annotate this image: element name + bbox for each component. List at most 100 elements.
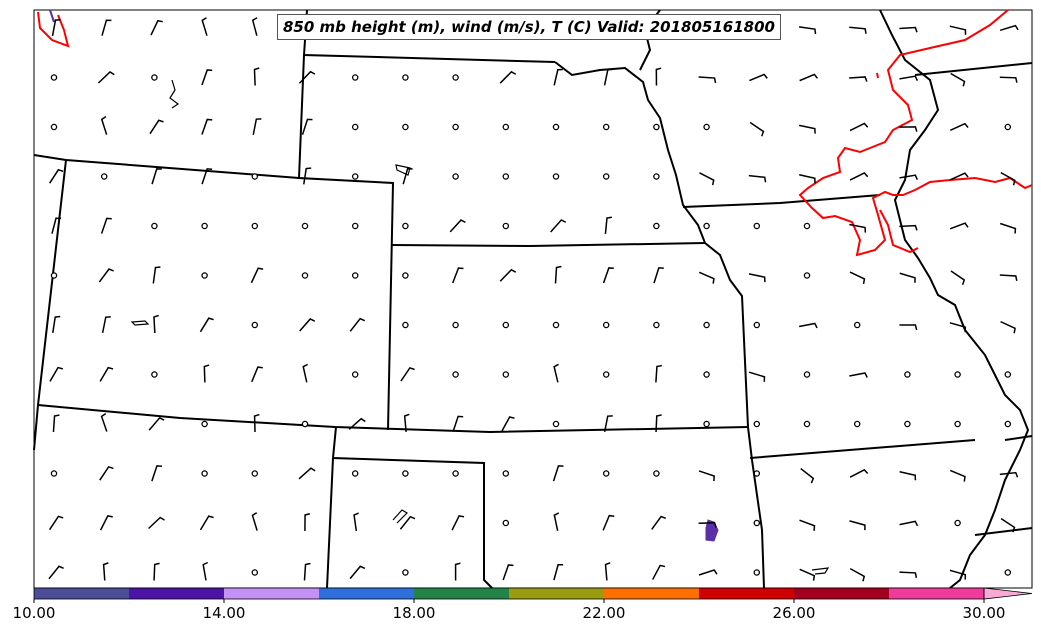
wind-barb-icon: [203, 364, 210, 383]
wind-barb-icon: [553, 363, 559, 383]
wind-barb-icon: [651, 564, 666, 580]
calm-circle-icon: [552, 123, 560, 131]
calm-circle-icon: [602, 321, 610, 329]
wind-barb-icon: [148, 416, 165, 431]
calm-circle-icon: [402, 569, 409, 576]
wind-barb-icon: [799, 124, 816, 134]
colorbar-segment: [509, 588, 605, 599]
calm-circle-icon: [602, 470, 610, 477]
calm-circle-icon: [151, 371, 158, 378]
wind-barb-icon: [51, 19, 61, 36]
colorbar-segment: [224, 588, 320, 599]
calm-circle-icon: [653, 222, 660, 230]
calm-circle-icon: [351, 173, 359, 180]
wind-barb-icon: [499, 70, 517, 84]
wind-barb-icon: [550, 219, 567, 233]
colorbar-segment: [699, 588, 795, 599]
wind-barb-icon: [454, 562, 461, 581]
colorbar-segment: [889, 588, 985, 599]
calm-circle-icon: [452, 74, 459, 81]
wind-barb-icon: [799, 519, 816, 531]
colorbar-tick-label: 10.00: [12, 604, 56, 622]
border-line: [749, 439, 976, 459]
calm-circle-icon: [853, 420, 861, 428]
wind-barb-icon: [52, 315, 61, 334]
map-frame: [33, 9, 1033, 589]
wind-barb-icon: [999, 471, 1019, 478]
wind-barb-icon: [403, 413, 410, 433]
calm-circle-icon: [201, 272, 208, 279]
wind-barb-icon: [554, 265, 562, 284]
wind-barb-icon: [899, 174, 919, 181]
wind-barb-icon: [748, 371, 766, 382]
wind-barb-icon: [201, 118, 213, 135]
wind-barb-icon: [148, 516, 165, 530]
calm-circle-icon: [1004, 420, 1012, 428]
wind-barb-icon: [251, 366, 263, 383]
calm-circle-icon: [251, 470, 259, 477]
wind-barb-icon: [849, 122, 869, 132]
calm-circle-icon: [954, 420, 961, 428]
wind-barb-icon: [899, 471, 917, 481]
wind-barb-icon: [849, 76, 868, 82]
calm-circle-icon: [552, 173, 560, 180]
colorbar-extend-arrow: [983, 587, 1033, 600]
wind-barb-icon: [949, 569, 967, 580]
state-borders: [33, 9, 1033, 589]
calm-circle-icon: [602, 123, 610, 131]
wind-barb-icon: [97, 71, 115, 84]
wind-barb-icon: [151, 465, 162, 482]
wind-barb-icon: [950, 270, 966, 285]
wind-barb-icon: [153, 562, 160, 581]
colorbar-segment: [604, 588, 700, 599]
calm-circle-icon: [703, 321, 710, 329]
border-line: [914, 62, 1033, 76]
wind-barb-icon: [698, 76, 717, 84]
wind-barb-icon: [949, 222, 969, 230]
wind-barb-icon: [798, 26, 817, 35]
wind-barb-icon: [299, 318, 316, 332]
wind-barb-icon: [800, 467, 815, 484]
isotherm-line: [37, 11, 70, 48]
wind-barb-icon: [849, 372, 868, 378]
calm-circle-icon: [351, 470, 359, 477]
calm-circle-icon: [301, 420, 309, 428]
wind-barb-icon: [199, 317, 214, 333]
wind-barb-icon: [51, 217, 62, 234]
wind-barb-icon: [449, 219, 466, 233]
wind-barb-icon: [52, 414, 60, 433]
wind-barb-icon: [950, 122, 969, 132]
calm-circle-icon: [502, 222, 510, 230]
border-line: [974, 527, 1033, 536]
wind-barb-icon: [849, 271, 866, 284]
wind-barb-icon: [604, 216, 613, 235]
wind-barb-icon: [349, 317, 366, 332]
calm-circle-icon: [351, 74, 359, 81]
calm-circle-icon: [753, 519, 761, 527]
wind-barb-icon: [899, 126, 918, 132]
wind-barb-icon: [452, 267, 464, 284]
calm-circle-icon: [351, 272, 359, 279]
wind-barb-icon: [748, 273, 766, 283]
calm-circle-icon: [703, 123, 710, 131]
calm-circle-icon: [753, 420, 761, 428]
wind-barb-icon: [303, 562, 311, 581]
calm-circle-icon: [50, 123, 58, 131]
wind-barb-icon: [999, 76, 1018, 83]
wind-barb-icon: [949, 322, 967, 333]
wind-barb-icon: [253, 67, 260, 86]
wind-barb-icon: [501, 416, 515, 432]
wind-barb-icon: [849, 172, 869, 181]
wind-barb-icon: [353, 512, 359, 532]
calm-circle-icon: [301, 222, 309, 230]
wind-barb-icon: [899, 571, 918, 578]
calm-circle-icon: [1004, 371, 1012, 378]
wind-barb-icon: [899, 324, 918, 331]
calm-circle-icon: [351, 123, 359, 131]
border-line: [554, 61, 765, 589]
wind-barb-icon: [749, 73, 768, 82]
wind-barb-icon: [400, 366, 415, 382]
wind-barb-icon: [101, 19, 112, 36]
wind-barb-icon: [849, 520, 866, 531]
